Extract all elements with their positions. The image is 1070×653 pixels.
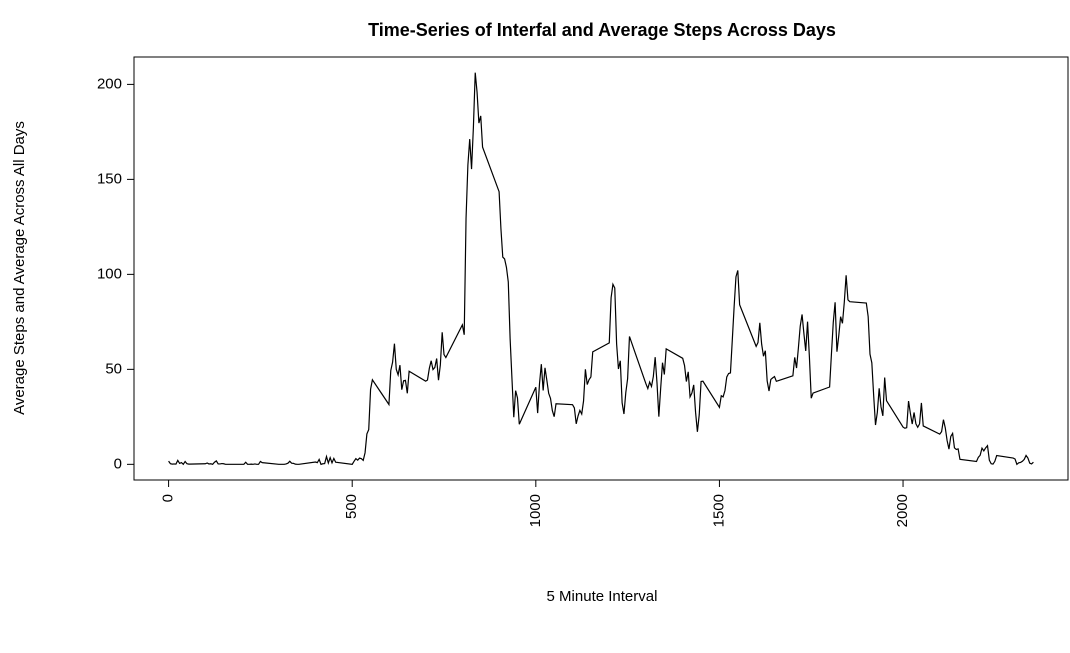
chart-title: Time-Series of Interfal and Average Step…	[368, 20, 836, 40]
x-tick-label: 2000	[894, 494, 911, 527]
x-tick-label: 0	[160, 494, 177, 502]
y-tick-label: 0	[114, 455, 122, 472]
data-line	[168, 72, 1034, 466]
y-tick-label: 100	[97, 265, 122, 282]
x-axis-label: 5 Minute Interval	[547, 588, 658, 605]
x-tick-label: 1500	[710, 494, 727, 527]
y-tick-label: 50	[105, 360, 122, 377]
y-tick-label: 150	[97, 170, 122, 187]
x-tick-label: 500	[343, 494, 360, 519]
y-tick-label: 200	[97, 75, 122, 92]
y-axis-label: Average Steps and Average Across All Day…	[11, 121, 28, 415]
x-tick-label: 1000	[527, 494, 544, 527]
